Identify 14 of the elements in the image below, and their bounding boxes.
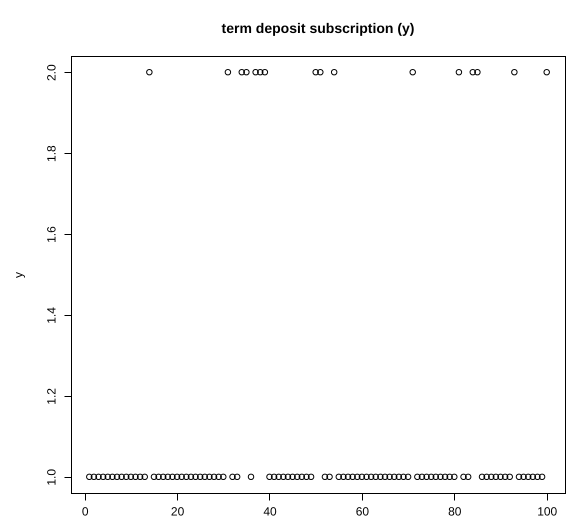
y-tick-label: 1.6 bbox=[44, 226, 58, 243]
y-tick-label: 1.2 bbox=[44, 388, 58, 405]
x-tick-label: 20 bbox=[170, 504, 185, 518]
x-tick-label: 100 bbox=[537, 504, 558, 518]
x-tick-label: 80 bbox=[448, 504, 462, 518]
y-axis-title: y bbox=[12, 272, 26, 278]
x-tick-label: 60 bbox=[356, 504, 370, 518]
chart-title: term deposit subscription (y) bbox=[222, 20, 414, 36]
x-tick-label: 40 bbox=[263, 504, 277, 518]
y-tick-label: 2.0 bbox=[44, 64, 58, 82]
y-tick-label: 1.0 bbox=[44, 468, 58, 486]
x-tick-label: 0 bbox=[82, 504, 89, 518]
y-tick-label: 1.8 bbox=[44, 144, 58, 162]
y-tick-label: 1.4 bbox=[44, 306, 58, 324]
